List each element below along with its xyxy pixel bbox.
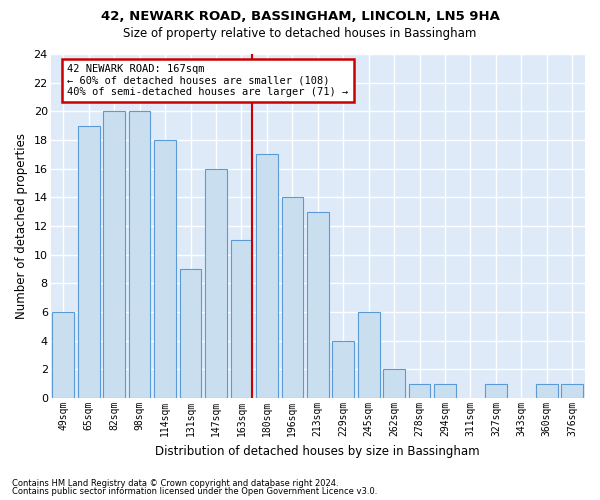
Text: Contains public sector information licensed under the Open Government Licence v3: Contains public sector information licen… — [12, 487, 377, 496]
Bar — [78, 126, 100, 398]
Bar — [154, 140, 176, 398]
Bar — [383, 370, 405, 398]
Bar — [281, 198, 303, 398]
Bar — [358, 312, 380, 398]
Bar — [332, 341, 354, 398]
Bar — [434, 384, 456, 398]
Bar — [536, 384, 557, 398]
Text: Contains HM Land Registry data © Crown copyright and database right 2024.: Contains HM Land Registry data © Crown c… — [12, 478, 338, 488]
Text: 42 NEWARK ROAD: 167sqm
← 60% of detached houses are smaller (108)
40% of semi-de: 42 NEWARK ROAD: 167sqm ← 60% of detached… — [67, 64, 349, 97]
Bar — [103, 112, 125, 398]
Bar — [230, 240, 252, 398]
Bar — [205, 168, 227, 398]
Bar — [485, 384, 507, 398]
Bar — [180, 269, 202, 398]
Text: Size of property relative to detached houses in Bassingham: Size of property relative to detached ho… — [124, 28, 476, 40]
X-axis label: Distribution of detached houses by size in Bassingham: Distribution of detached houses by size … — [155, 444, 480, 458]
Bar — [256, 154, 278, 398]
Bar — [307, 212, 329, 398]
Bar — [562, 384, 583, 398]
Bar — [52, 312, 74, 398]
Bar — [409, 384, 430, 398]
Y-axis label: Number of detached properties: Number of detached properties — [15, 133, 28, 319]
Bar — [129, 112, 151, 398]
Text: 42, NEWARK ROAD, BASSINGHAM, LINCOLN, LN5 9HA: 42, NEWARK ROAD, BASSINGHAM, LINCOLN, LN… — [101, 10, 499, 23]
